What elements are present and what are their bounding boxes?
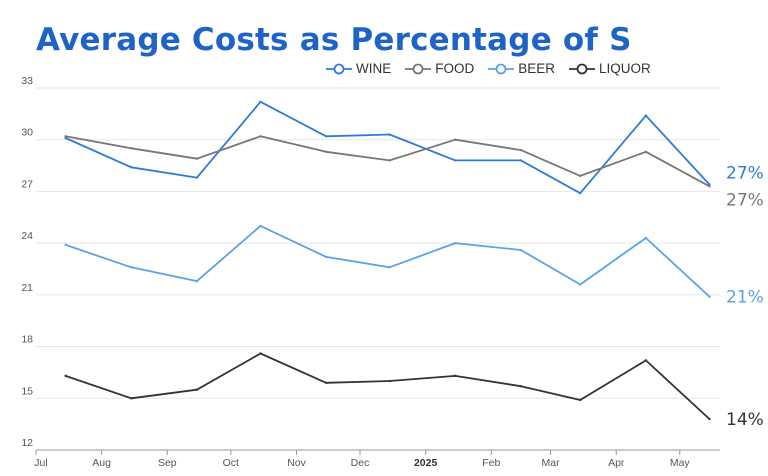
legend-item-food[interactable]: FOOD: [405, 61, 474, 76]
data-point-food: [644, 150, 648, 153]
x-tick-label: Apr: [608, 457, 625, 469]
data-point-wine: [579, 191, 582, 195]
y-tick-label: 21: [21, 282, 33, 294]
data-point-wine: [259, 100, 262, 103]
legend-swatch-icon: [488, 63, 515, 74]
legend: WINE FOOD BEER LIQUOR: [326, 61, 651, 76]
y-tick-label: 27: [21, 178, 33, 190]
y-axis: 12 15 18 21 24 27 30 33: [21, 75, 33, 449]
end-label-wine: 27%: [726, 164, 764, 184]
data-point-food: [579, 174, 582, 178]
data-point-beer: [130, 266, 133, 269]
y-tick-label: 33: [21, 75, 33, 87]
end-label-food: 27%: [726, 190, 764, 210]
y-tick-label: 15: [21, 385, 33, 397]
data-point-wine: [64, 136, 67, 140]
data-point-liquor: [195, 388, 199, 391]
legend-label: LIQUOR: [599, 61, 651, 76]
end-label-beer: 21%: [726, 288, 764, 308]
legend-label: BEER: [518, 61, 556, 76]
end-labels: 27% 27% 21% 14%: [726, 164, 764, 430]
data-point-liquor: [259, 352, 262, 355]
x-tick-label: Jul: [34, 457, 47, 469]
legend-swatch-icon: [569, 63, 596, 74]
y-tick-label: 24: [21, 230, 33, 242]
y-tick-label: 12: [21, 437, 33, 449]
legend-swatch-icon: [326, 63, 352, 74]
x-tick-label: Feb: [482, 457, 500, 469]
data-point-food: [64, 135, 67, 138]
data-point-wine: [454, 159, 457, 162]
data-point-wine: [195, 176, 199, 179]
x-tick-label: Mar: [542, 457, 561, 469]
data-point-beer: [195, 279, 199, 283]
data-point-food: [259, 135, 262, 138]
data-point-food: [195, 157, 199, 160]
data-point-liquor: [454, 374, 457, 378]
data-point-liquor: [519, 385, 523, 388]
series-line-wine: [65, 100, 711, 195]
series-line-food: [65, 135, 710, 188]
x-axis: Jul Aug Sep Oct Nov Dec 2025 Feb Mar Apr May: [34, 450, 690, 469]
data-point-liquor: [388, 379, 391, 383]
x-tick-label: 2025: [414, 457, 438, 469]
end-label-liquor: 14%: [726, 410, 764, 430]
data-point-beer: [519, 248, 523, 252]
data-point-wine: [388, 133, 391, 136]
data-point-liquor: [644, 359, 648, 362]
x-tick-label: Aug: [92, 457, 111, 469]
series-line-beer: [65, 224, 711, 298]
data-point-beer: [324, 255, 328, 259]
data-point-food: [324, 150, 328, 153]
x-tick-label: Oct: [223, 457, 239, 469]
x-tick-label: Nov: [287, 457, 306, 469]
data-point-liquor: [64, 374, 67, 378]
x-tick-label: Dec: [351, 457, 370, 469]
data-point-food: [708, 185, 711, 188]
data-point-wine: [324, 135, 328, 138]
data-point-beer: [579, 283, 582, 286]
legend-swatch-icon: [405, 63, 432, 74]
data-point-beer: [259, 224, 262, 228]
data-point-food: [454, 138, 457, 141]
data-point-beer: [388, 266, 391, 269]
data-point-food: [388, 159, 391, 162]
data-point-liquor: [708, 417, 711, 421]
series-line-liquor: [65, 352, 711, 420]
legend-item-beer[interactable]: BEER: [488, 61, 555, 76]
data-point-beer: [708, 295, 711, 298]
y-tick-label: 18: [21, 334, 33, 346]
y-tick-label: 30: [21, 127, 33, 139]
data-point-liquor: [579, 398, 582, 402]
data-point-beer: [644, 236, 648, 240]
series-lines: [64, 100, 711, 421]
data-point-beer: [454, 241, 457, 245]
legend-label: FOOD: [435, 61, 475, 76]
x-tick-label: Sep: [158, 457, 177, 469]
x-tick-label: May: [670, 457, 691, 469]
legend-label: WINE: [356, 61, 392, 76]
data-point-wine: [644, 114, 648, 117]
data-point-liquor: [130, 397, 133, 400]
data-point-food: [519, 148, 523, 152]
data-point-food: [130, 147, 133, 150]
data-point-wine: [519, 159, 523, 162]
legend-item-wine[interactable]: WINE: [326, 61, 391, 76]
data-point-liquor: [324, 381, 328, 384]
data-point-wine: [130, 166, 133, 169]
data-point-beer: [64, 243, 67, 247]
grid: [36, 87, 720, 451]
legend-item-liquor[interactable]: LIQUOR: [569, 61, 651, 76]
chart-title: Average Costs as Percentage of S: [36, 22, 632, 58]
